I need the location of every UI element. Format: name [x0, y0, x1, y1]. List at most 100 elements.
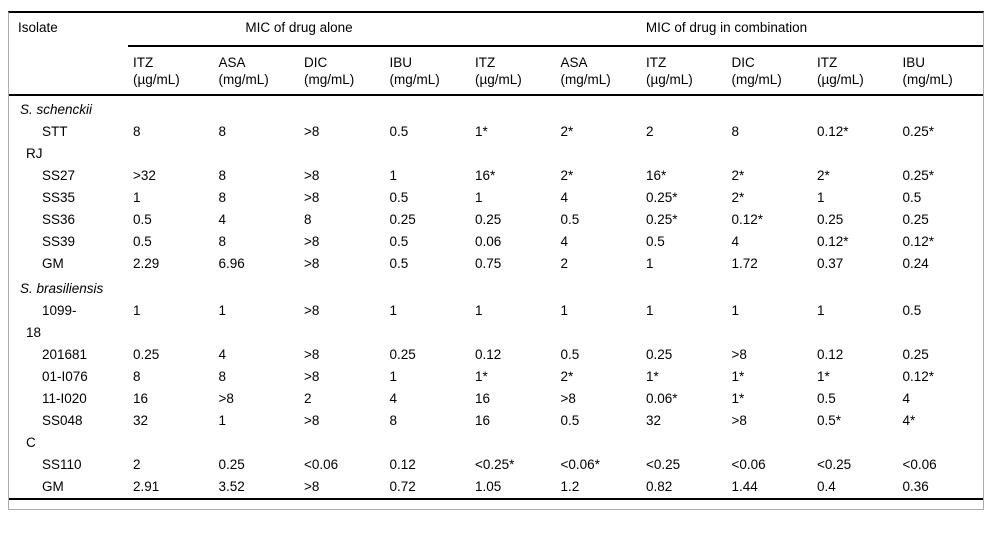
column-header: DIC (mg/mL) [299, 46, 385, 96]
value-cell: 1* [731, 369, 745, 384]
isolate-cell: 01-I076 [9, 366, 128, 388]
value-cell: 0.5 [389, 124, 409, 139]
value-cell: 0.36 [897, 476, 983, 500]
value-cell: >8 [731, 413, 747, 428]
value-cell: 4 [389, 391, 398, 406]
value-cell: 8 [389, 413, 398, 428]
isolate-name: GM [42, 256, 64, 271]
column-header-drug: ASA [560, 55, 588, 70]
value-cell: 2 [560, 256, 569, 271]
column-header-unit: (mg/mL) [218, 72, 269, 87]
table-row: SS048 C 32 1 >8 8 16 0.5 32 >8 0.5* 4* [9, 410, 983, 454]
column-header-unit: (mg/mL) [902, 72, 953, 87]
value-cell: 1.2 [555, 476, 641, 500]
value-cell: 4 [731, 234, 740, 249]
value-cell: 1 [133, 303, 141, 318]
value-cell: 0.5 [389, 256, 409, 271]
value-cell: 16 [133, 391, 149, 406]
value-cell: 8 [218, 369, 227, 384]
value-cell: 1 [560, 303, 569, 318]
isolate-cell: SS39 [9, 231, 128, 253]
section-label: S. schenckii [20, 102, 93, 117]
column-header-row: ITZ (µg/mL) ASA (mg/mL) DIC (mg/mL) IBU (mg/mL)… [9, 46, 983, 96]
table-row: SS36 0.5 4 8 0.25 0.25 0.5 0.25* 0.12* 0.25 0.25 [9, 209, 983, 231]
value-cell: 0.12 [817, 347, 844, 362]
isolate-name: GM [42, 479, 64, 494]
value-cell: 1* [731, 391, 745, 406]
value-cell: 4 [560, 234, 569, 249]
value-cell: 0.24 [902, 256, 929, 271]
value-cell: 1 [389, 168, 398, 183]
value-cell: >8 [304, 347, 320, 362]
table-row: 11-I020 16 >8 2 4 16 >8 0.06* 1* 0.5 4 [9, 388, 983, 410]
column-header-unit: (mg/mL) [731, 72, 782, 87]
value-cell: <0.06 [902, 457, 937, 472]
column-header-unit: (mg/mL) [560, 72, 611, 87]
value-cell: 0.25 [902, 212, 929, 227]
value-cell: 0.25 [475, 212, 502, 227]
column-header: IBU (mg/mL) [384, 46, 470, 96]
value-cell: 8 [218, 234, 227, 249]
value-cell: >8 [218, 391, 234, 406]
value-cell: 0.4 [812, 476, 898, 500]
value-cell: 0.12 [475, 347, 502, 362]
isolate-name-wrap: RJ [26, 146, 43, 161]
value-cell: 32 [133, 413, 149, 428]
isolate-name: SS39 [42, 234, 76, 249]
section-row: S. schenckii [9, 95, 983, 121]
table-frame: Isolate MIC of drug alone MIC of drug in … [8, 11, 984, 510]
value-cell: >8 [304, 168, 320, 183]
isolate-name: 11-I020 [42, 391, 87, 406]
column-header: ITZ (µg/mL) [641, 46, 727, 96]
isolate-cell: 11-I020 [9, 388, 128, 410]
value-cell: >8 [304, 413, 320, 428]
value-cell: 1 [475, 190, 483, 205]
value-cell: 1 [218, 303, 227, 318]
value-cell: 0.25* [646, 190, 678, 205]
value-cell: 0.25 [218, 457, 245, 472]
isolate-cell: 201681 [9, 344, 128, 366]
value-cell: 8 [218, 124, 227, 139]
value-cell: <0.06 [731, 457, 766, 472]
value-cell: >8 [560, 391, 576, 406]
column-header-drug: IBU [389, 55, 413, 70]
value-cell: 0.5 [560, 347, 580, 362]
value-cell: 1 [731, 303, 740, 318]
table-row: SS35 1 8 >8 0.5 1 4 0.25* 2* 1 0.5 [9, 187, 983, 209]
value-cell: 0.5 [133, 234, 152, 249]
value-cell: 2* [731, 168, 745, 183]
value-cell: 2 [133, 457, 141, 472]
column-header: DIC (mg/mL) [726, 46, 812, 96]
value-cell: 2* [560, 168, 574, 183]
value-cell: 32 [646, 413, 662, 428]
value-cell: 8 [304, 212, 312, 227]
group-header: MIC of drug in combination [470, 13, 983, 47]
column-header-drug: IBU [902, 55, 926, 70]
section-label: S. brasiliensis [20, 281, 104, 296]
value-cell: 8 [731, 124, 740, 139]
value-cell: >8 [304, 234, 320, 249]
isolate-cell: SS35 [9, 187, 128, 209]
value-cell: >8 [299, 476, 385, 500]
value-cell: <0.25 [646, 457, 681, 472]
value-cell: 1 [389, 369, 398, 384]
value-cell: 0.72 [384, 476, 470, 500]
value-cell: 0.25 [389, 347, 416, 362]
value-cell: 0.5 [646, 234, 665, 249]
column-header-unit: (µg/mL) [817, 72, 864, 87]
table-row: 201681 0.25 4 >8 0.25 0.12 0.5 0.25 >8 0.12 0.25 [9, 344, 983, 366]
value-cell: >8 [304, 190, 320, 205]
value-cell: 1 [646, 256, 654, 271]
value-cell: 3.52 [213, 476, 299, 500]
column-header-drug: ITZ [475, 55, 496, 70]
value-cell: 2.29 [133, 256, 160, 271]
column-header-drug: ITZ [646, 55, 667, 70]
value-cell: 16* [475, 168, 496, 183]
column-header: ITZ (µg/mL) [812, 46, 898, 96]
value-cell: 16 [475, 413, 491, 428]
value-cell: <0.25 [817, 457, 852, 472]
value-cell: 0.25* [902, 124, 935, 139]
column-header-unit: (mg/mL) [389, 72, 440, 87]
group-header: MIC of drug alone [128, 13, 470, 47]
value-cell: 4* [902, 413, 916, 428]
